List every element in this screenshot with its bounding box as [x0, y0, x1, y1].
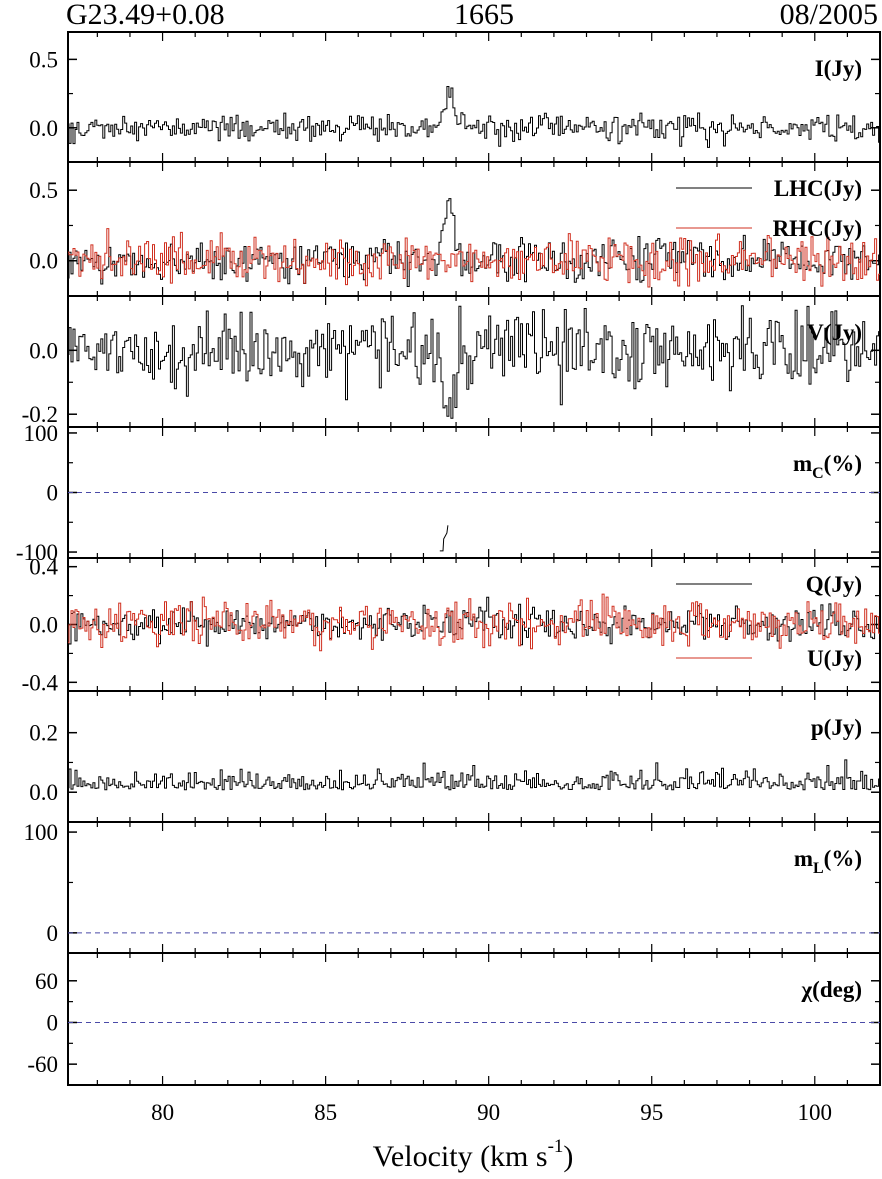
panel-6: 0.2 0.0 p(Jy): [29, 690, 881, 823]
legend-entry: Q(Jy): [806, 572, 862, 597]
x-tick-label: 80: [151, 1100, 174, 1125]
x-tick-label: 100: [798, 1100, 833, 1125]
y-tick-label: -0.4: [22, 670, 59, 695]
y-tick-label: 0: [47, 921, 59, 946]
panel-label-tail: (%): [824, 451, 862, 476]
y-tick-label: 0.0: [29, 116, 58, 141]
panel-frame: [67, 557, 881, 692]
panel-3: 0.0 -0.2 V(Jy): [22, 295, 881, 428]
y-tick-label: 0: [47, 481, 59, 506]
panel-frame: [67, 690, 881, 823]
panel-frame: [67, 952, 881, 1086]
panel-label-main: χ(deg): [801, 977, 862, 1002]
y-tick-label: 0: [47, 1010, 59, 1035]
panel-label-main: I(Jy): [815, 56, 862, 81]
x-axis-title-main: Velocity (km s: [373, 1140, 548, 1173]
series-line: [68, 305, 880, 419]
x-axis-title-close: ): [563, 1140, 573, 1173]
panel-label-main: m: [793, 451, 812, 476]
panel-frame: [67, 31, 881, 163]
y-tick-label: 0.0: [29, 780, 58, 805]
y-tick-label: 0.5: [29, 47, 58, 72]
x-axis-title-exponent: -1: [548, 1136, 564, 1157]
y-tick-label: -60: [27, 1052, 58, 1077]
panel-2: 0.5 0.0 LHC(Jy) RHC(Jy): [29, 161, 881, 297]
panel-8: 60 0 -60 χ(deg): [27, 952, 881, 1086]
panel-label-tail: (%): [824, 846, 862, 871]
y-tick-label: 100: [24, 421, 59, 446]
x-tick-label: 95: [640, 1100, 663, 1125]
y-tick-label: 0.0: [29, 249, 58, 274]
panel-1: 0.5 0.0 I(Jy): [29, 31, 881, 163]
series-line: [68, 593, 880, 652]
y-tick-label: 0.0: [29, 613, 58, 638]
y-tick-label: 0.0: [29, 338, 58, 363]
source-name: G23.49+0.08: [66, 0, 225, 31]
y-tick-label: 0.5: [29, 178, 58, 203]
panel-label-main: m: [794, 846, 813, 871]
panel-label: I(Jy): [815, 56, 862, 81]
y-tick-label: -100: [16, 540, 58, 565]
x-tick-label: 85: [314, 1100, 337, 1125]
panel-7: 100 0 mL(%): [24, 820, 881, 954]
panel-frame: [67, 821, 881, 954]
panel-label-main: V(Jy): [807, 320, 862, 345]
x-tick-label: 90: [477, 1100, 500, 1125]
panels: 0.5 0.0 I(Jy) 0.5 0.0 LHC(Jy) RHC(Jy) 0.0 -0.2 V(…: [16, 31, 881, 1086]
y-tick-label: 60: [35, 969, 58, 994]
panel-label-sub: C: [812, 465, 824, 482]
epoch-date: 08/2005: [780, 0, 878, 31]
panel-4: 100 0 -100 mC(%): [16, 421, 881, 565]
y-tick-label: -0.2: [22, 402, 58, 427]
panel-label: mC(%): [793, 451, 862, 482]
panel-label: p(Jy): [811, 715, 862, 740]
series-line: [68, 198, 880, 287]
series-line: [439, 525, 449, 552]
series-line: [68, 759, 880, 791]
panel-label: χ(deg): [801, 977, 862, 1002]
frequency-label: 1665: [454, 0, 514, 31]
panel-5: 0.4 0.0 -0.4 Q(Jy) U(Jy): [22, 555, 881, 695]
x-axis: 80 85 90 95 100: [151, 1100, 832, 1125]
panel-label-main: p(Jy): [811, 715, 862, 740]
panel-label: V(Jy): [807, 320, 862, 345]
y-tick-label: 0.2: [29, 721, 58, 746]
panel-frame: [67, 295, 881, 428]
series-line: [68, 86, 880, 148]
y-tick-label: 0.4: [29, 555, 58, 580]
series-line: [68, 228, 880, 288]
x-axis-title: Velocity (km s-1): [373, 1136, 574, 1173]
panel-frame: [67, 161, 881, 297]
legend-entry: U(Jy): [807, 646, 862, 671]
panel-label: mL(%): [794, 846, 862, 877]
y-tick-label: 100: [24, 820, 59, 845]
legend-entry: LHC(Jy): [774, 176, 862, 201]
legend-entry: RHC(Jy): [773, 216, 862, 241]
panel-label-sub: L: [813, 860, 824, 877]
